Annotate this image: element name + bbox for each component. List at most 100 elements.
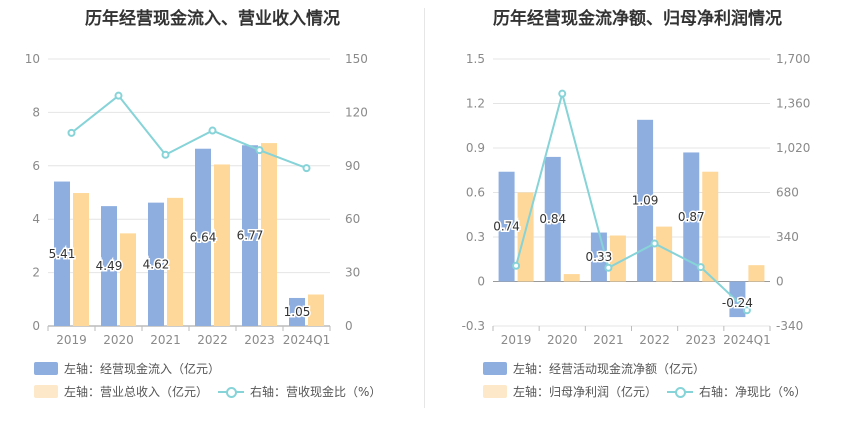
chart-title: 历年经营现金流净额、归母净利润情况 — [493, 9, 782, 29]
line-point — [696, 263, 705, 272]
y-left-tick-label: 6 — [32, 159, 40, 173]
line-point — [302, 164, 311, 173]
legend-item[interactable]: 右轴：净现比（%） — [667, 383, 806, 400]
bar — [261, 143, 277, 326]
line-point — [114, 91, 123, 100]
y-right-tick-label: -340 — [776, 319, 803, 333]
x-tick-label: 2021 — [150, 333, 181, 347]
x-tick-label: 2020 — [103, 333, 134, 347]
y-left-tick-label: -0.3 — [462, 319, 485, 333]
y-right-tick-label: 1,360 — [776, 97, 810, 111]
y-right-tick-label: 90 — [345, 159, 360, 173]
line-point — [512, 261, 521, 270]
legend-swatch — [483, 362, 507, 375]
x-tick-label: 2023 — [244, 333, 275, 347]
data-label: -0.24 — [722, 296, 753, 310]
x-tick-label: 2022 — [639, 333, 670, 347]
data-label: 5.41 — [49, 247, 76, 261]
line-point — [161, 150, 170, 159]
y-left-tick-label: 0 — [477, 275, 485, 289]
bar — [167, 197, 183, 326]
bar — [702, 171, 719, 282]
y-right-tick-label: 340 — [776, 230, 799, 244]
legend-label: 左轴：经营现金流入（亿元） — [64, 362, 221, 376]
legend-label: 右轴：营收现金比（%） — [250, 385, 382, 399]
legend-label: 左轴：经营活动现金流净额（亿元） — [513, 362, 706, 376]
bar — [148, 202, 164, 326]
chart-panel-right: 历年经营现金流净额、归母净利润情况 -0.3 -340 0 0 0.3 340 0.6 680… — [425, 0, 850, 437]
chart-plot: 0 0 2 30 4 60 6 90 8 120 10 150 2019 2020 2021 2022 2023… — [25, 52, 368, 347]
y-left-tick-label: 0.3 — [466, 230, 485, 244]
legend-item[interactable]: 左轴：经营现金流入（亿元） — [34, 360, 220, 377]
data-label: 0.74 — [493, 220, 520, 234]
legend-swatch — [483, 385, 507, 398]
bar — [563, 274, 580, 282]
legend-line-icon — [218, 385, 244, 398]
x-tick-label: 2024Q1 — [723, 333, 771, 347]
bar — [748, 265, 765, 282]
bar — [195, 148, 211, 326]
panel-divider — [424, 8, 425, 408]
bar — [609, 235, 626, 282]
bar — [242, 145, 258, 326]
y-left-tick-label: 10 — [25, 52, 40, 66]
line-series — [70, 94, 307, 170]
data-label: 6.77 — [237, 229, 264, 243]
x-tick-label: 2022 — [197, 333, 228, 347]
y-right-tick-label: 680 — [776, 186, 799, 200]
x-tick-label: 2019 — [501, 333, 532, 347]
x-tick-label: 2021 — [593, 333, 624, 347]
bar — [683, 152, 700, 282]
line-point — [558, 89, 567, 98]
y-right-tick-label: 0 — [345, 319, 353, 333]
bar — [54, 181, 70, 326]
line-point — [255, 146, 264, 155]
line-point — [67, 128, 76, 137]
legend-line-icon — [667, 385, 693, 398]
data-label: 6.64 — [190, 230, 217, 244]
legend-label: 左轴：营业总收入（亿元） — [64, 385, 209, 399]
data-label: 0.33 — [586, 250, 613, 264]
chart-panel-left: 历年经营现金流入、营业收入情况 0 0 2 30 4 60 6 90 8 120 10 150 2019… — [25, 9, 382, 400]
y-right-tick-label: 30 — [345, 266, 360, 280]
line-point — [604, 263, 613, 272]
line-point — [742, 306, 751, 315]
bar — [308, 294, 324, 326]
y-left-tick-label: 0.9 — [466, 141, 485, 155]
y-left-tick-label: 8 — [32, 105, 40, 119]
bar — [544, 156, 561, 282]
legend-item[interactable]: 左轴：营业总收入（亿元） — [34, 383, 208, 400]
y-right-tick-label: 0 — [776, 275, 784, 289]
bar — [73, 193, 89, 326]
line-point — [208, 126, 217, 135]
y-left-tick-label: 4 — [32, 212, 40, 226]
bar — [498, 171, 515, 282]
legend-item[interactable]: 左轴：经营活动现金流净额（亿元） — [483, 360, 705, 377]
data-label: 4.62 — [143, 257, 170, 271]
bar — [656, 226, 673, 282]
y-left-tick-label: 2 — [32, 266, 40, 280]
y-right-tick-label: 150 — [345, 52, 368, 66]
legend-item[interactable]: 左轴：归母净利润（亿元） — [483, 383, 657, 400]
y-left-tick-label: 0.6 — [466, 186, 485, 200]
legend-item[interactable]: 右轴：营收现金比（%） — [218, 383, 381, 400]
y-right-tick-label: 1,700 — [776, 52, 810, 66]
y-left-tick-label: 1.2 — [466, 97, 485, 111]
bar — [101, 206, 117, 326]
x-tick-label: 2020 — [547, 333, 578, 347]
x-tick-label: 2019 — [56, 333, 87, 347]
data-label: 1.09 — [632, 194, 659, 208]
bar — [214, 164, 230, 326]
bar — [289, 297, 305, 326]
data-label: 0.84 — [539, 212, 566, 226]
data-label: 0.87 — [678, 210, 705, 224]
bar — [637, 119, 654, 282]
y-right-tick-label: 1,020 — [776, 141, 810, 155]
legend-swatch — [34, 362, 58, 375]
line-series — [515, 89, 748, 312]
x-tick-label: 2024Q1 — [283, 333, 331, 347]
chart-title: 历年经营现金流入、营业收入情况 — [85, 9, 340, 29]
y-right-tick-label: 120 — [345, 105, 368, 119]
line-point — [650, 239, 659, 248]
x-tick-label: 2023 — [685, 333, 716, 347]
